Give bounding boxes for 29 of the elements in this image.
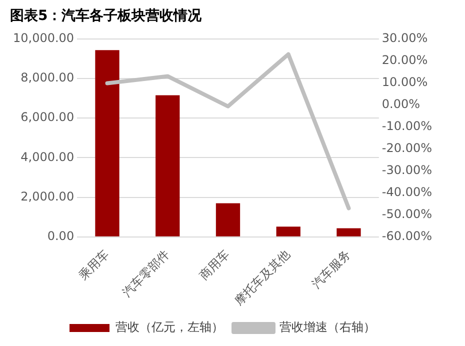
x-tick-label: 汽车服务 — [309, 247, 354, 292]
y-tick-label: 2,000.00 — [20, 189, 74, 204]
y2-tick-label: -60.00% — [382, 229, 432, 244]
x-tick-label: 乘用车 — [76, 247, 112, 283]
y2-tick-label: 10.00% — [382, 74, 428, 89]
bar — [276, 226, 300, 236]
y2-tick-label: -30.00% — [382, 162, 432, 177]
y-tick-label: 4,000.00 — [20, 150, 74, 164]
x-tick-label: 商用车 — [196, 247, 232, 283]
y2-tick-label: -40.00% — [382, 185, 432, 200]
y-tick-label: 6,000.00 — [20, 110, 74, 124]
legend-label: 营收（亿元，左轴） — [116, 320, 224, 334]
y-tick-label: 8,000.00 — [20, 70, 74, 85]
y2-tick-label: 0.00% — [382, 96, 420, 111]
y2-tick-label: 20.00% — [382, 52, 428, 67]
bar — [216, 203, 240, 236]
y-tick-label: 10,000.00 — [12, 30, 74, 45]
bar — [95, 50, 120, 236]
legend-label: 营收增速（右轴） — [280, 320, 376, 334]
y2-tick-label: -10.00% — [382, 118, 432, 133]
y2-tick-label: 30.00% — [382, 30, 428, 45]
y2-tick-label: -20.00% — [382, 140, 432, 155]
x-tick-label: 汽车零部件 — [120, 247, 172, 300]
y2-tick-label: -50.00% — [382, 207, 432, 222]
bar — [156, 95, 180, 236]
x-tick-label: 摩托车及其他 — [232, 247, 293, 308]
bar — [336, 228, 361, 236]
chart-title: 图表5：汽车各子板块营收情况 — [10, 7, 203, 24]
y-tick-label: 0.00 — [47, 229, 74, 244]
